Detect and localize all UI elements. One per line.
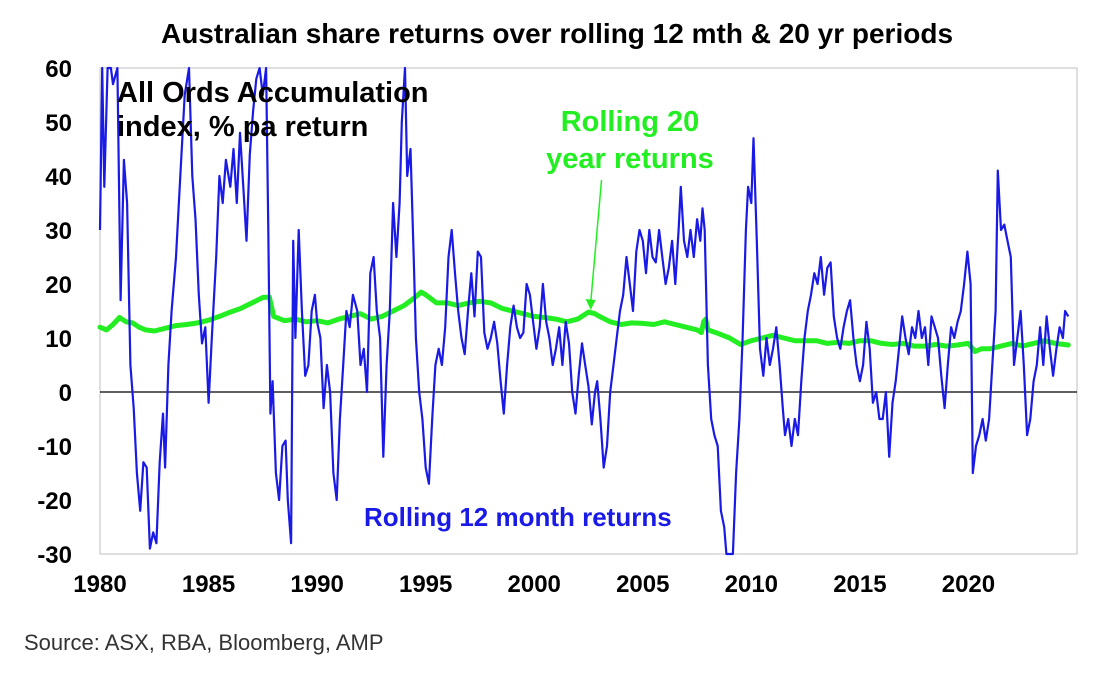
y-tick-label: 0 <box>59 380 72 407</box>
series-line-20yr <box>97 289 1071 354</box>
y-tick-label: 60 <box>45 56 72 83</box>
x-tick-label: 2015 <box>833 571 886 598</box>
y-axis-ticks: 60 50 40 30 20 10 0 -10 -20 -30 <box>37 56 72 569</box>
y-tick-label: -10 <box>37 434 72 461</box>
plot-area-frame <box>99 67 1078 555</box>
annotation-20yr-line2: year returns <box>546 143 714 175</box>
y-tick-label: 10 <box>45 326 72 353</box>
annotation-20yr-line1: Rolling 20 <box>560 106 700 138</box>
x-tick-label: 2010 <box>725 571 778 598</box>
annotation-12m: Rolling 12 month returns <box>364 502 672 532</box>
x-tick-label: 1980 <box>73 571 126 598</box>
annotation-arrow-head <box>585 299 596 310</box>
y-axis-label: All Ords Accumulation index, % pa return <box>117 76 429 144</box>
x-tick-label: 1990 <box>290 571 343 598</box>
plot-area <box>97 66 1077 556</box>
chart-title: Australian share returns over rolling 12… <box>160 18 954 49</box>
annotation-arrow <box>589 179 603 304</box>
y-tick-label: -20 <box>37 488 72 515</box>
x-tick-label: 1995 <box>399 571 452 598</box>
x-tick-label: 2020 <box>942 571 995 598</box>
y-axis-label-line2: index, % pa return <box>117 111 369 143</box>
y-tick-label: 30 <box>45 218 72 245</box>
source-note: Source: ASX, RBA, Bloomberg, AMP <box>24 630 384 655</box>
x-tick-label: 1985 <box>182 571 235 598</box>
y-tick-label: 50 <box>45 110 72 137</box>
series-line-12m <box>98 66 1070 556</box>
annotation-20yr: Rolling 20 year returns <box>520 104 740 178</box>
x-tick-label: 2005 <box>616 571 669 598</box>
x-axis-ticks: 1980 1985 1990 1995 2000 2005 2010 2015 2020 <box>73 571 995 598</box>
y-axis-label-line1: All Ords Accumulation <box>117 77 429 109</box>
x-tick-label: 2000 <box>508 571 561 598</box>
y-tick-label: -30 <box>37 542 72 569</box>
y-tick-label: 40 <box>45 164 72 191</box>
y-tick-label: 20 <box>45 272 72 299</box>
